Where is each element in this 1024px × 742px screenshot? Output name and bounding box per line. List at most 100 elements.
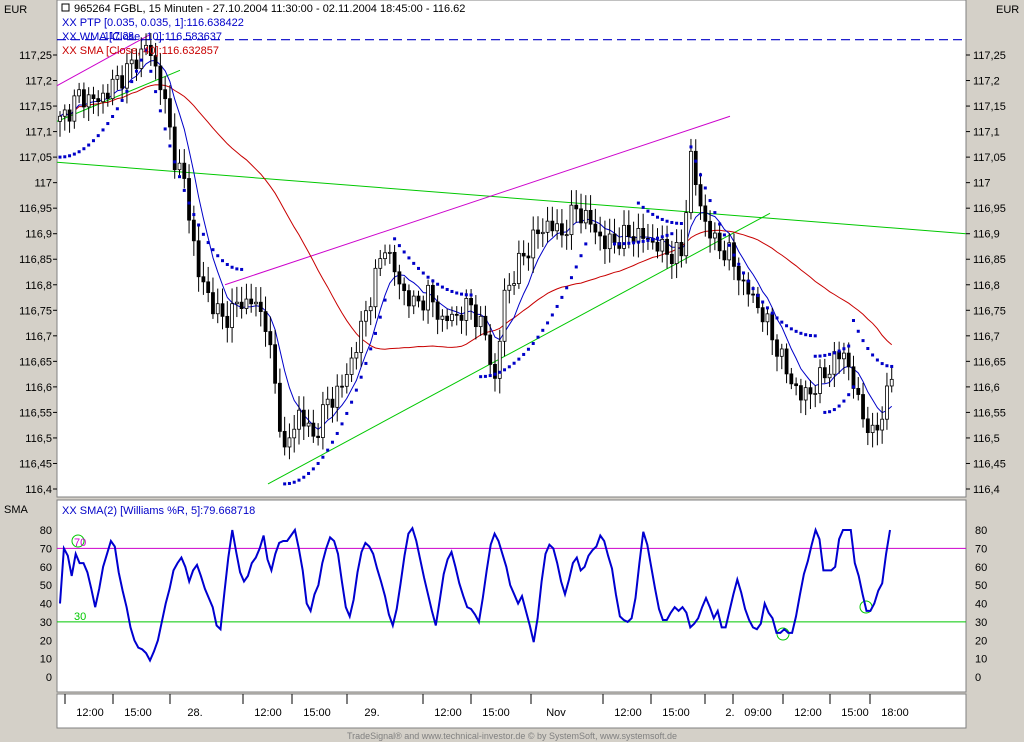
x-tick-label: 29. (364, 707, 379, 719)
ptp-dot (235, 267, 239, 271)
ptp-dot (789, 327, 793, 331)
price-tick-label-right: 116,9 (973, 229, 1000, 241)
x-tick-label: Nov (546, 707, 566, 719)
candle-body (454, 313, 459, 316)
candle-body (335, 385, 340, 408)
candle-body (182, 162, 187, 179)
ptp-dot (507, 365, 511, 369)
ptp-dot (436, 282, 440, 286)
ptp-dot (402, 250, 406, 254)
candle-body (435, 301, 440, 320)
ptp-dot (82, 147, 86, 151)
ptp-dot (91, 139, 95, 143)
ptp-dot (302, 475, 306, 479)
candle-body (330, 398, 335, 408)
candle-body (794, 383, 799, 387)
ptp-dot (469, 293, 473, 297)
ptp-dot (890, 364, 894, 368)
ptp-dot (641, 205, 645, 209)
ptp-dot (569, 276, 573, 280)
price-tick-label-right: 117,25 (973, 50, 1006, 62)
ptp-dot (316, 461, 320, 465)
ptp-dot (321, 455, 325, 459)
candle-body (885, 385, 889, 420)
ptp-dot (139, 58, 143, 62)
candle-body (368, 306, 373, 312)
ptp-dot (350, 400, 354, 404)
candle-body (230, 303, 234, 328)
candle-body (583, 209, 588, 224)
candle-body (478, 315, 483, 328)
indicator-tick-label-left: 50 (40, 580, 52, 592)
ptp-dot (326, 448, 330, 452)
candle-body (861, 394, 865, 420)
candle-body (741, 279, 746, 282)
ptp-dot (96, 134, 100, 138)
x-tick-label: 2. (725, 707, 734, 719)
candle-body (168, 98, 172, 128)
header-icon (61, 3, 70, 12)
candle-body (426, 284, 430, 311)
candle-body (717, 232, 722, 252)
price-tick-label-left: 116,5 (25, 433, 52, 445)
ptp-dot (445, 287, 449, 291)
williams-level-lines (57, 534, 966, 641)
candle-body (560, 223, 564, 236)
ptp-dot (804, 333, 808, 337)
ptp-dot (775, 316, 779, 320)
ptp-dot (111, 115, 115, 119)
ptp-dot (636, 201, 640, 205)
candle-body (430, 284, 435, 303)
candle-body (770, 313, 775, 341)
ptp-dot (579, 254, 583, 258)
ptp-dot (134, 69, 138, 73)
candle-body (464, 298, 469, 321)
ptp-dot (565, 286, 569, 290)
price-tick-label-left: 116,75 (19, 305, 52, 317)
price-tick-label-left: 116,55 (19, 407, 52, 419)
candle-body (512, 283, 516, 286)
candle-body (531, 229, 536, 259)
price-tick-label-left: 117,2 (25, 76, 52, 88)
price-tick-label-right: 116,4 (973, 484, 1000, 496)
price-tick-label-right: 116,8 (973, 280, 1000, 292)
ptp-dot (130, 80, 134, 84)
candle-body (354, 352, 359, 359)
ptp-dot (335, 431, 339, 435)
price-tick-label-left: 116,85 (19, 254, 52, 266)
ptp-dot (541, 328, 545, 332)
x-tick-label: 12:00 (794, 707, 822, 719)
ptp-dot (708, 199, 712, 203)
indicator-tick-label-right: 70 (975, 543, 987, 555)
ptp-dot (426, 275, 430, 279)
candle-body (669, 253, 674, 265)
ptp-dot (503, 368, 507, 372)
candle-body (674, 242, 679, 265)
ptp-dot (292, 480, 296, 484)
x-tick-label: 15:00 (303, 707, 331, 719)
ptp-dot (311, 467, 315, 471)
ptp-dot (861, 339, 865, 343)
ptp-dot (636, 240, 640, 244)
candle-body (488, 334, 493, 365)
ptp-dots (58, 48, 894, 486)
candle-body (62, 109, 67, 117)
ptp-dot (68, 154, 72, 158)
chart-title: 965264 FGBL, 15 Minuten - 27.10.2004 11:… (74, 3, 465, 15)
candle-body (411, 295, 416, 307)
ptp-dot (560, 295, 564, 299)
ptp-dot (785, 324, 789, 328)
candle-body (880, 418, 885, 431)
candle-body (402, 283, 407, 292)
trendline-magenta-channel (224, 115, 731, 286)
candle-body (693, 150, 698, 186)
price-tick-label-left: 116,65 (19, 356, 52, 368)
candle-body (856, 388, 861, 395)
indicator-tick-label-left: 0 (46, 672, 52, 684)
indicator-tick-label-left: 60 (40, 562, 52, 574)
ptp-dot (512, 361, 516, 365)
price-tick-label-right: 117 (973, 178, 991, 190)
ptp-dot (431, 279, 435, 283)
ptp-dot (847, 344, 851, 348)
level-label-70: 70 (74, 537, 86, 549)
